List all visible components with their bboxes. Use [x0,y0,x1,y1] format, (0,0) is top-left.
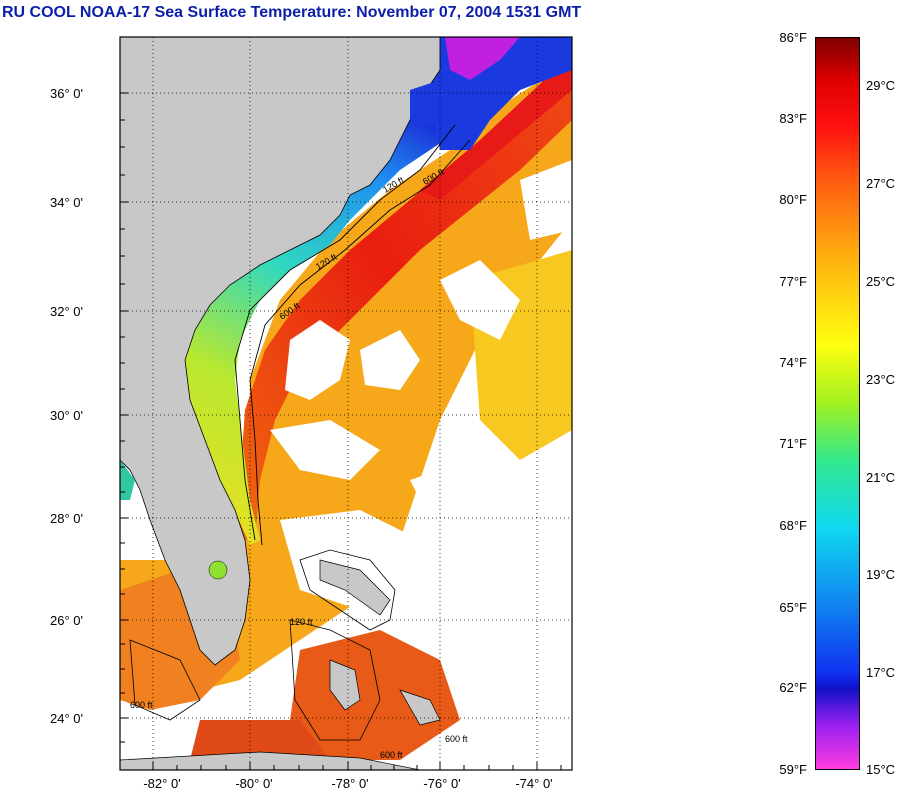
andros-island [329,659,361,711]
lat-label-26: 26° 0' [50,613,83,628]
colorbar-label-f: 80°F [779,192,807,207]
lat-label-30: 30° 0' [50,408,83,423]
colorbar-label-f: 59°F [779,762,807,777]
lake-okeechobee [208,560,228,580]
contour-600ft [249,139,471,546]
colorbar-label-c: 27°C [866,176,896,191]
contour-label: 600 ft [380,750,403,760]
colorbar-label-c: 19°C [866,567,896,582]
coldest-water [445,37,520,80]
axis-ticks [120,92,562,770]
graticule [120,37,572,770]
cloud-blob [420,480,572,770]
gulf-coast-water [120,460,135,500]
colorbar-label-c: 15°C [866,762,896,777]
colorbar-label-f: 83°F [779,111,807,126]
colorbar-label-c: 23°C [866,372,896,387]
lat-label-36: 36° 0' [50,86,83,101]
colorbar-label-f: 68°F [779,518,807,533]
gulf-stream-north [420,70,572,200]
cloud-blob [410,460,510,520]
colorbar-label-c: 25°C [866,274,896,289]
lat-label-24: 24° 0' [50,711,83,726]
lon-label-82: -82° 0' [143,776,181,791]
contour-120ft [234,124,456,541]
lon-label-80: -80° 0' [235,776,273,791]
pamlico-sound [410,80,445,125]
contour-label: 120 ft [290,617,313,627]
map-frame [119,36,573,771]
colorbar-label-f: 62°F [779,680,807,695]
bahamas-island [399,689,441,726]
contour-bank [299,549,396,631]
colorbar-label-c: 21°C [866,470,896,485]
colorbar-label-f: 65°F [779,600,807,615]
contour-label: 600 ft [445,734,468,744]
lon-label-78: -78° 0' [331,776,369,791]
colorbar-label-c: 29°C [866,78,896,93]
cloud-blob [270,420,380,480]
lat-label-32: 32° 0' [50,304,83,319]
page-title: RU COOL NOAA-17 Sea Surface Temperature:… [2,4,582,21]
cloud-blob [520,160,572,240]
colorbar-label-f: 74°F [779,355,807,370]
colorbar-label-c: 17°C [866,665,896,680]
shelf-water [180,37,470,545]
cuba [120,751,421,770]
contour-bank [289,619,381,741]
cloud-blob [360,330,420,390]
mainland-usa [120,37,441,666]
cloud-blob [285,320,350,400]
lon-label-76: -76° 0' [423,776,461,791]
cloud-blob [440,260,520,340]
colorbar-label-f: 86°F [779,30,807,45]
contour-shelf [129,639,201,721]
cloud-blob [280,510,430,610]
lat-label-28: 28° 0' [50,511,83,526]
colorbar-label-f: 71°F [779,436,807,451]
bahamas-island [319,559,391,616]
lat-label-34: 34° 0' [50,195,83,210]
colorbar-label-f: 77°F [779,274,807,289]
temperature-colorbar [815,37,860,770]
gulf-stream [240,60,572,540]
contour-label: 600 ft [130,700,153,710]
lon-label-74: -74° 0' [515,776,553,791]
